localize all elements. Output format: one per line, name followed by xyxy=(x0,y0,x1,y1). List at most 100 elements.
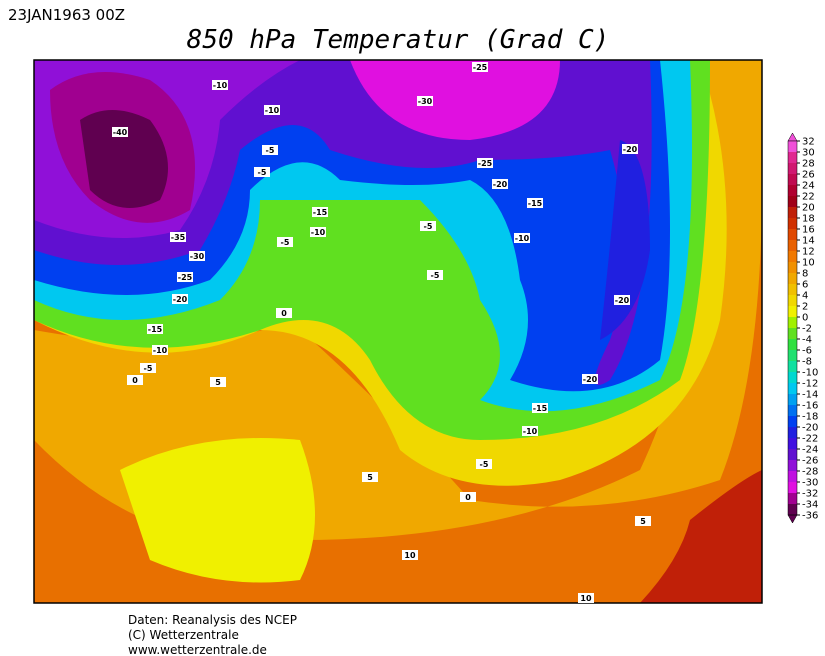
contour-label-bg xyxy=(362,472,378,482)
contour-label-bg xyxy=(264,105,280,115)
contour-label-bg xyxy=(112,127,128,137)
legend-band xyxy=(788,317,797,328)
legend-label: -6 xyxy=(802,346,812,357)
map xyxy=(34,60,762,603)
legend-label: 24 xyxy=(802,181,815,192)
legend-label: -36 xyxy=(802,511,818,522)
contour-label: -5 xyxy=(258,168,267,177)
contour-label-bg xyxy=(622,144,638,154)
legend-label: 22 xyxy=(802,192,815,203)
contour-label-bg xyxy=(522,426,538,436)
contour-label-bg xyxy=(147,324,163,334)
footer-line: www.wetterzentrale.de xyxy=(128,643,267,656)
contour-label: -10 xyxy=(213,81,228,90)
legend-band xyxy=(788,416,797,427)
contour-label-bg xyxy=(582,374,598,384)
legend-band xyxy=(788,482,797,493)
legend-label: -8 xyxy=(802,357,812,368)
contour-label-bg xyxy=(614,295,630,305)
contour-label-bg xyxy=(127,375,143,385)
contour-label-bg xyxy=(476,459,492,469)
legend-band xyxy=(788,141,797,152)
legend-label: -28 xyxy=(802,467,818,478)
contour-label-bg xyxy=(262,145,278,155)
contour-label-bg xyxy=(417,96,433,106)
legend-label: -10 xyxy=(802,368,818,379)
contour-label-bg xyxy=(212,80,228,90)
legend-band xyxy=(788,438,797,449)
legend-band xyxy=(788,174,797,185)
contour-label-bg xyxy=(277,237,293,247)
contour-label-bg xyxy=(402,550,418,560)
contour-label-bg xyxy=(514,233,530,243)
contour-label: -20 xyxy=(583,375,598,384)
legend-band xyxy=(788,449,797,460)
legend-band xyxy=(788,229,797,240)
legend-band xyxy=(788,394,797,405)
date-label: 23JAN1963 00Z xyxy=(8,6,125,24)
legend-band xyxy=(788,262,797,273)
contour-label: -40 xyxy=(113,128,128,137)
legend-band xyxy=(788,163,797,174)
contour-label-bg xyxy=(635,516,651,526)
legend-label: -14 xyxy=(802,390,818,401)
legend-band xyxy=(788,361,797,372)
contour-label: -10 xyxy=(515,234,530,243)
contour-label: -5 xyxy=(480,460,489,469)
contour-label-bg xyxy=(460,492,476,502)
contour-label: -10 xyxy=(265,106,280,115)
legend-band xyxy=(788,372,797,383)
legend-arrow xyxy=(787,514,798,524)
contour-label: -25 xyxy=(178,273,193,282)
contour-label: 0 xyxy=(132,376,138,385)
footer-line: (C) Wetterzentrale xyxy=(128,628,239,642)
legend-label: 14 xyxy=(802,236,815,247)
legend-band xyxy=(788,339,797,350)
contour-label-bg xyxy=(420,221,436,231)
contour-label-bg xyxy=(578,593,594,603)
contour-label: -20 xyxy=(173,295,188,304)
contour-label-bg xyxy=(427,270,443,280)
legend-label: 10 xyxy=(802,258,815,269)
legend-band xyxy=(788,460,797,471)
contour-label-bg xyxy=(492,179,508,189)
legend-label: -4 xyxy=(802,335,812,346)
contour-label: -5 xyxy=(281,238,290,247)
legend-band xyxy=(788,350,797,361)
legend-band xyxy=(788,251,797,262)
contour-label: -20 xyxy=(615,296,630,305)
contour-label: -5 xyxy=(431,271,440,280)
legend-band xyxy=(788,405,797,416)
contour-label-bg xyxy=(210,377,226,387)
legend-label: -16 xyxy=(802,401,818,412)
legend-band xyxy=(788,427,797,438)
legend-label: -12 xyxy=(802,379,818,390)
contour-label: -10 xyxy=(311,228,326,237)
contour-label-bg xyxy=(189,251,205,261)
contour-label: -20 xyxy=(623,145,638,154)
contour-label-bg xyxy=(477,158,493,168)
legend-label: 8 xyxy=(802,269,808,280)
legend-label: -2 xyxy=(802,324,812,335)
legend-band xyxy=(788,383,797,394)
contour-label: 10 xyxy=(580,594,592,603)
legend-label: 4 xyxy=(802,291,808,302)
contour-label: -5 xyxy=(424,222,433,231)
map-frame xyxy=(33,59,763,604)
contour-label: -10 xyxy=(523,427,538,436)
contour-label: -35 xyxy=(171,233,186,242)
contour-label: 5 xyxy=(215,378,221,387)
legend-band xyxy=(788,493,797,504)
contour-label-bg xyxy=(152,345,168,355)
contour-label: -15 xyxy=(533,404,548,413)
legend-band xyxy=(788,196,797,207)
contour-label: 0 xyxy=(281,309,287,318)
legend-band xyxy=(788,295,797,306)
legend-label: -26 xyxy=(802,456,818,467)
contour-label: 10 xyxy=(404,551,416,560)
legend-label: -24 xyxy=(802,445,818,456)
legend-arrow xyxy=(787,132,798,142)
contour-label: -25 xyxy=(478,159,493,168)
legend-label: -30 xyxy=(802,478,818,489)
contour-label: -30 xyxy=(190,252,205,261)
